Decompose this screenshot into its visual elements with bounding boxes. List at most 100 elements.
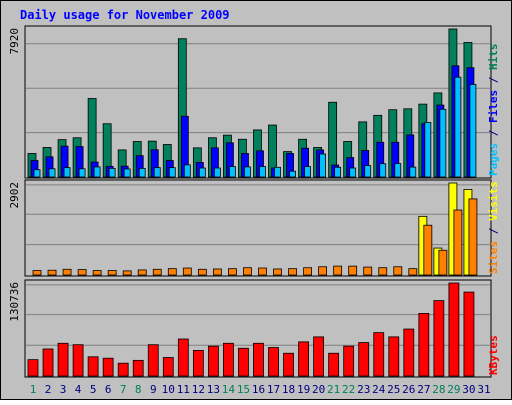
day-label: 31 (477, 383, 490, 396)
series-legend-label: KBytes (487, 335, 500, 375)
day-label: 2 (45, 383, 52, 396)
bar-pages-day-12 (198, 167, 206, 178)
bar-pages-day-23 (364, 165, 372, 178)
bar-pages-day-14 (229, 166, 236, 178)
series-kbytes (27, 282, 475, 377)
day-axis-labels: 1 2 3 4 5 6 7 8 9 10 11 12 13 14 15 16 17 18 19 20 21 22 23 24 2… (30, 383, 491, 396)
bar-pages-day-10 (168, 167, 176, 178)
bar-sites-day-25 (393, 266, 403, 276)
bar-pages-day-3 (63, 167, 71, 178)
legend-part: Visits (487, 181, 500, 221)
bar-kbytes-day-2 (42, 348, 54, 377)
day-label: 3 (60, 383, 67, 396)
bar-sites-day-10 (167, 268, 177, 276)
bar-pages-day-18 (289, 170, 296, 178)
legend-part: / (487, 70, 500, 90)
day-label: 23 (357, 383, 370, 396)
bar-sites-day-11 (182, 267, 192, 276)
bar-sites-day-13 (212, 268, 222, 276)
day-label: 29 (447, 383, 460, 396)
bar-pages-day-22 (349, 167, 357, 178)
bar-sites-day-21 (333, 265, 343, 276)
bar-pages-day-21 (334, 166, 342, 178)
bar-pages-day-2 (48, 168, 56, 178)
day-label: 24 (372, 383, 386, 396)
bar-sites-day-16 (258, 267, 267, 276)
bar-kbytes-day-14 (223, 342, 234, 377)
bar-kbytes-day-10 (162, 357, 174, 377)
bar-kbytes-day-17 (268, 347, 279, 377)
day-label: 4 (75, 383, 82, 396)
bar-kbytes-day-24 (373, 332, 385, 377)
day-label: 13 (207, 383, 220, 396)
bar-pages-day-15 (244, 166, 251, 178)
legend-part: Hits (487, 44, 500, 71)
bar-kbytes-day-25 (388, 336, 400, 377)
bar-kbytes-day-22 (343, 345, 355, 377)
bar-kbytes-day-29 (448, 282, 460, 377)
day-label: 26 (402, 383, 415, 396)
bar-pages-day-25 (394, 163, 402, 178)
bar-pages-day-16 (259, 166, 266, 178)
day-label: 8 (135, 383, 142, 396)
day-label: 10 (162, 383, 175, 396)
day-label: 15 (237, 383, 250, 396)
bar-sites-day-15 (243, 267, 252, 276)
bar-pages-day-9 (153, 167, 161, 178)
bar-sites-day-17 (273, 268, 282, 276)
bar-kbytes-day-9 (147, 344, 159, 377)
bar-pages-day-8 (138, 168, 146, 178)
bar-pages-day-7 (123, 168, 131, 178)
day-label: 9 (150, 383, 157, 396)
panel-hits-files-pages: 7920 Pages / Files / Hits (8, 25, 500, 179)
bar-kbytes-day-8 (132, 359, 144, 377)
bar-kbytes-day-15 (238, 347, 249, 377)
bar-sites-day-9 (152, 268, 162, 276)
series-sites (32, 198, 478, 276)
day-label: 17 (267, 383, 280, 396)
day-label: 1 (30, 383, 37, 396)
series-legend-label: Sites / Visits (487, 181, 500, 274)
bar-pages-day-19 (304, 166, 311, 178)
bar-sites-day-24 (378, 267, 388, 276)
day-label: 19 (297, 383, 310, 396)
series-pages (33, 76, 477, 178)
bar-kbytes-day-23 (358, 342, 370, 377)
day-label: 5 (90, 383, 97, 396)
day-label: 27 (417, 383, 430, 396)
day-label: 25 (387, 383, 400, 396)
day-label: 16 (252, 383, 265, 396)
bar-pages-day-20 (319, 153, 327, 178)
bar-sites-day-2 (47, 269, 57, 276)
bar-kbytes-day-19 (298, 341, 309, 377)
day-label: 12 (192, 383, 205, 396)
y-max-label: 130736 (8, 282, 21, 322)
bar-sites-day-1 (32, 270, 42, 276)
series-legend-label: Pages / Files / Hits (487, 44, 500, 177)
panel-kbytes: 130736 KBytes (8, 279, 500, 378)
day-label: 28 (432, 383, 445, 396)
bar-pages-day-11 (183, 164, 191, 178)
legend-part: Sites (487, 241, 500, 274)
bar-pages-day-4 (78, 168, 86, 178)
bar-sites-day-20 (318, 266, 328, 276)
bar-sites-day-26 (408, 268, 418, 276)
bar-kbytes-day-6 (102, 357, 114, 377)
bar-pages-day-17 (274, 166, 281, 178)
day-label: 21 (327, 383, 340, 396)
y-max-label: 7920 (8, 28, 21, 55)
bar-sites-day-14 (228, 268, 237, 276)
bar-sites-day-7 (122, 270, 132, 276)
bar-kbytes-day-30 (463, 291, 475, 377)
bar-pages-day-26 (409, 166, 417, 178)
legend-part: Files (487, 90, 500, 123)
bar-sites-day-5 (92, 270, 102, 276)
bar-kbytes-day-26 (403, 328, 415, 377)
bar-sites-day-23 (363, 266, 373, 276)
day-label: 22 (342, 383, 355, 396)
bar-sites-day-3 (62, 268, 72, 276)
bar-sites-day-29 (453, 209, 463, 276)
bar-kbytes-day-5 (87, 356, 99, 377)
bar-kbytes-day-16 (253, 342, 264, 377)
